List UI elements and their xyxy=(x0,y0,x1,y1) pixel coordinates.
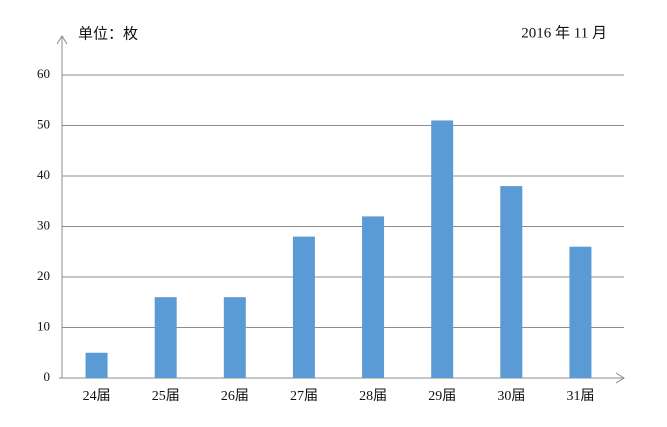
x-tick-label: 31届 xyxy=(566,389,594,404)
x-axis xyxy=(62,372,625,384)
y-tick-label: 40 xyxy=(37,167,50,182)
y-tick-label: 60 xyxy=(37,66,50,81)
bar xyxy=(500,186,523,378)
x-tick-label: 26届 xyxy=(221,389,249,404)
bar xyxy=(154,297,177,378)
y-tick-label: 50 xyxy=(37,116,50,131)
x-tick-label: 27届 xyxy=(290,389,318,404)
x-tick-label: 25届 xyxy=(152,389,180,404)
y-tick-label: 10 xyxy=(37,318,50,333)
y-axis xyxy=(56,35,68,378)
x-tick-label: 29届 xyxy=(428,389,456,404)
x-tick-label: 30届 xyxy=(497,389,525,404)
bar xyxy=(85,352,108,378)
x-tick-label: 24届 xyxy=(83,389,111,404)
bar xyxy=(362,216,385,378)
bar xyxy=(223,297,246,378)
bar xyxy=(431,120,454,378)
unit-label: 单位：枚 xyxy=(78,25,138,43)
x-tick-label: 28届 xyxy=(359,389,387,404)
y-tick-label: 0 xyxy=(44,369,51,384)
bar xyxy=(292,236,315,378)
date-label: 2016 年 11 月 xyxy=(521,24,607,41)
y-tick-label: 20 xyxy=(37,268,50,283)
bar xyxy=(569,246,592,378)
y-tick-label: 30 xyxy=(37,217,50,232)
